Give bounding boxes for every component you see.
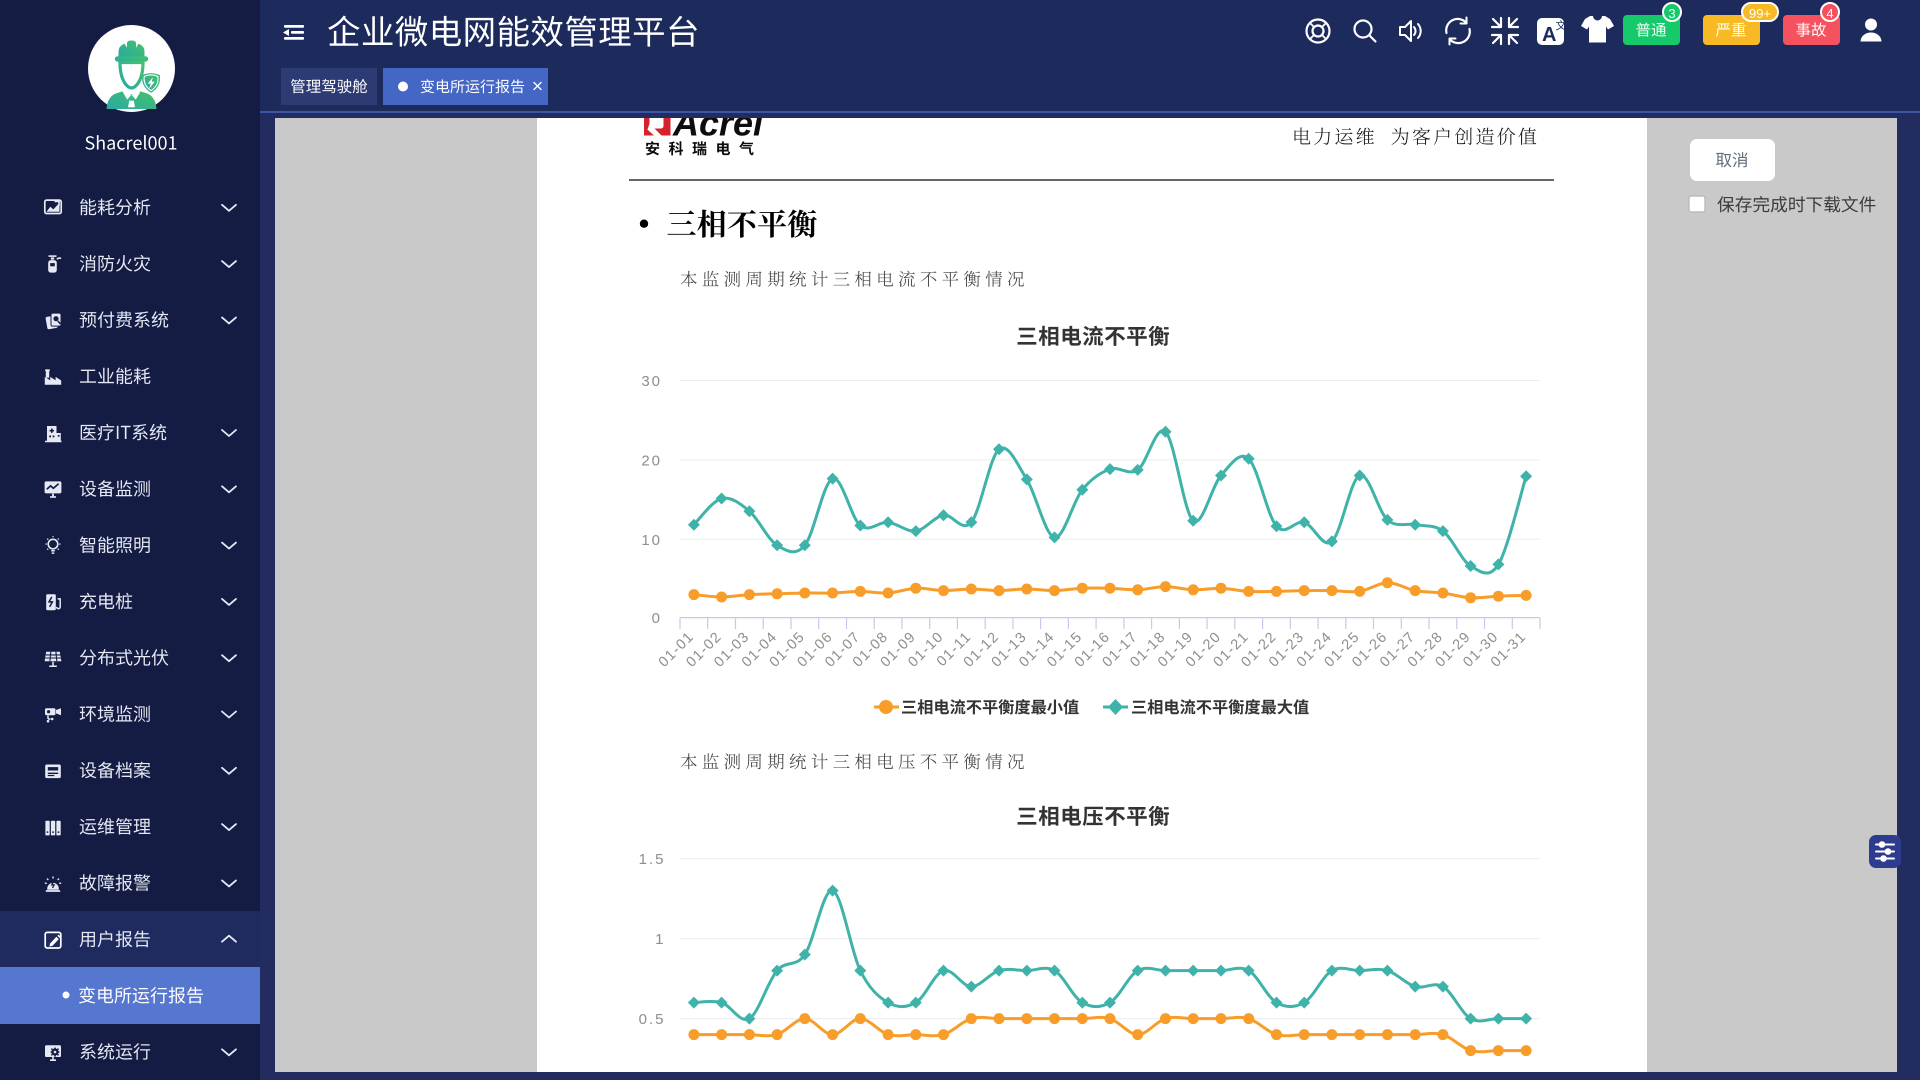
svg-text:0: 0 — [652, 610, 662, 627]
svg-text:30: 30 — [641, 373, 662, 390]
svg-text:A: A — [1542, 24, 1556, 46]
svg-text:1: 1 — [655, 931, 665, 948]
svg-text:1.5: 1.5 — [639, 851, 666, 868]
svg-text:0.5: 0.5 — [639, 1011, 666, 1028]
svg-text:20: 20 — [641, 452, 662, 469]
svg-text:Acrel: Acrel — [672, 103, 764, 144]
svg-text:10: 10 — [641, 532, 662, 549]
